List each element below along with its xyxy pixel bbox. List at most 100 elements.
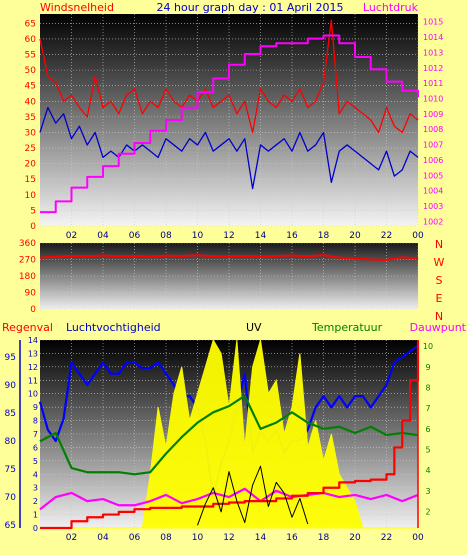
panel-direction-series — [39, 254, 419, 261]
y-rain-tick-label: 2 — [33, 497, 38, 506]
y-left-tick-label: 90 — [25, 289, 37, 299]
series-uv — [40, 338, 418, 529]
label-temperatuur: Temperatuur — [311, 321, 383, 334]
x-tick-label: 06 — [129, 231, 141, 241]
x-tick-label: 20 — [349, 231, 361, 241]
y-left-tick-label: 25 — [25, 144, 36, 154]
panel-temp-humidity-axes: 0123456789101112131465707580859095234567… — [5, 336, 434, 543]
y-rain-tick-label: 5 — [33, 457, 38, 466]
x-tick-label: 10 — [192, 231, 204, 241]
y-rain-tick-label: 6 — [33, 443, 38, 452]
y-left-tick-label: 30 — [25, 128, 37, 138]
x-tick-label: 08 — [160, 533, 172, 543]
y-humidity-tick-label: 85 — [5, 409, 16, 419]
y-rain-tick-label: 0 — [33, 524, 38, 533]
y-left-tick-label: 360 — [19, 239, 36, 249]
x-tick-label: 20 — [349, 533, 361, 543]
label-luchtvochtigheid: Luchtvochtigheid — [66, 321, 161, 334]
y-right-tick-label: 7 — [425, 404, 430, 413]
y-rain-tick-label: 10 — [28, 390, 38, 399]
x-tick-label: 00 — [412, 533, 424, 543]
y-right-tick-label: 1013 — [423, 48, 443, 57]
compass-label: N — [435, 238, 443, 251]
y-right-tick-label: 6 — [425, 425, 430, 434]
y-left-tick-label: 0 — [30, 222, 36, 232]
label-uv: UV — [246, 321, 262, 334]
y-left-tick-label: 40 — [25, 97, 37, 107]
y-right-tick-label: 1003 — [423, 202, 443, 211]
y-rain-tick-label: 8 — [33, 417, 38, 426]
series-windsnelheid — [39, 19, 419, 134]
label-dauwpunt: Dauwpunt — [410, 321, 467, 334]
y-rain-tick-label: 11 — [28, 376, 38, 385]
y-humidity-tick-label: 75 — [5, 465, 16, 475]
y-left-tick-label: 10 — [25, 191, 37, 201]
y-right-tick-label: 1014 — [423, 33, 443, 42]
y-right-tick-label: 1002 — [423, 217, 443, 226]
y-right-tick-label: 1004 — [423, 187, 443, 196]
series-gemiddelde-wind — [39, 106, 419, 190]
x-tick-label: 02 — [66, 231, 77, 241]
y-left-tick-label: 5 — [30, 206, 36, 216]
panel-wind-pressure-series — [39, 19, 419, 214]
x-tick-label: 02 — [66, 533, 77, 543]
y-left-tick-label: 50 — [25, 66, 37, 76]
x-tick-label: 00 — [412, 231, 424, 241]
y-right-tick-label: 1009 — [423, 110, 443, 119]
y-rain-tick-label: 7 — [33, 430, 38, 439]
y-left-tick-label: 20 — [25, 160, 37, 170]
header-title: 24 hour graph day : 01 April 2015 — [157, 1, 344, 14]
x-tick-label: 14 — [255, 533, 267, 543]
y-right-tick-label: 1005 — [423, 171, 443, 180]
y-right-tick-label: 5 — [425, 445, 430, 454]
compass-label: N — [435, 310, 443, 323]
y-right-tick-label: 4 — [425, 466, 430, 475]
y-right-tick-label: 1007 — [423, 141, 443, 150]
label-regenval: Regenval — [2, 321, 53, 334]
y-right-tick-label: 1006 — [423, 156, 443, 165]
x-tick-label: 16 — [286, 533, 298, 543]
x-tick-label: 16 — [286, 231, 298, 241]
y-left-tick-label: 45 — [25, 82, 36, 92]
y-right-tick-label: 8 — [425, 384, 430, 393]
panel-direction-axes: 0 90 180 270 360 — [19, 239, 36, 315]
series-dauwpunt — [39, 487, 419, 511]
x-tick-label: 14 — [255, 231, 267, 241]
series-zonnestraling — [197, 465, 309, 526]
compass-label: S — [436, 274, 443, 287]
x-tick-label: 22 — [381, 533, 392, 543]
y-rain-tick-label: 14 — [28, 336, 38, 345]
compass-label: E — [436, 292, 443, 305]
x-tick-label: 12 — [223, 533, 234, 543]
y-right-tick-label: 1012 — [423, 64, 443, 73]
series-luchtdruk — [40, 34, 419, 214]
y-humidity-tick-label: 95 — [5, 353, 16, 363]
y-left-tick-label: 15 — [25, 175, 36, 185]
y-left-tick-label: 270 — [19, 256, 36, 266]
x-tick-label: 06 — [129, 533, 141, 543]
x-tick-label: 04 — [97, 231, 109, 241]
y-humidity-tick-label: 70 — [5, 493, 17, 503]
y-right-tick-label: 1008 — [423, 125, 443, 134]
x-tick-label: 10 — [192, 533, 204, 543]
series-temperatuur — [39, 394, 419, 476]
y-right-tick-label: 3 — [425, 487, 430, 496]
compass-label: W — [434, 256, 445, 269]
y-humidity-tick-label: 80 — [5, 437, 17, 447]
y-right-tick-label: 2 — [425, 507, 430, 516]
panel-temp-humidity-series — [38, 338, 420, 530]
y-rain-tick-label: 4 — [33, 470, 38, 479]
series-windrichting — [39, 254, 419, 261]
y-left-tick-label: 65 — [25, 19, 36, 29]
header-left-label: Windsnelheid — [40, 1, 114, 14]
y-left-tick-label: 35 — [25, 113, 36, 123]
panel-wind-pressure-axes: 0510152025303540455055606510021003100410… — [25, 18, 444, 241]
x-tick-label: 18 — [318, 533, 330, 543]
y-left-tick-label: 0 — [30, 305, 36, 315]
y-right-tick-label: 10 — [423, 342, 433, 351]
y-humidity-tick-label: 65 — [5, 521, 16, 531]
y-right-tick-label: 1011 — [423, 79, 443, 88]
y-left-tick-label: 55 — [25, 51, 36, 61]
